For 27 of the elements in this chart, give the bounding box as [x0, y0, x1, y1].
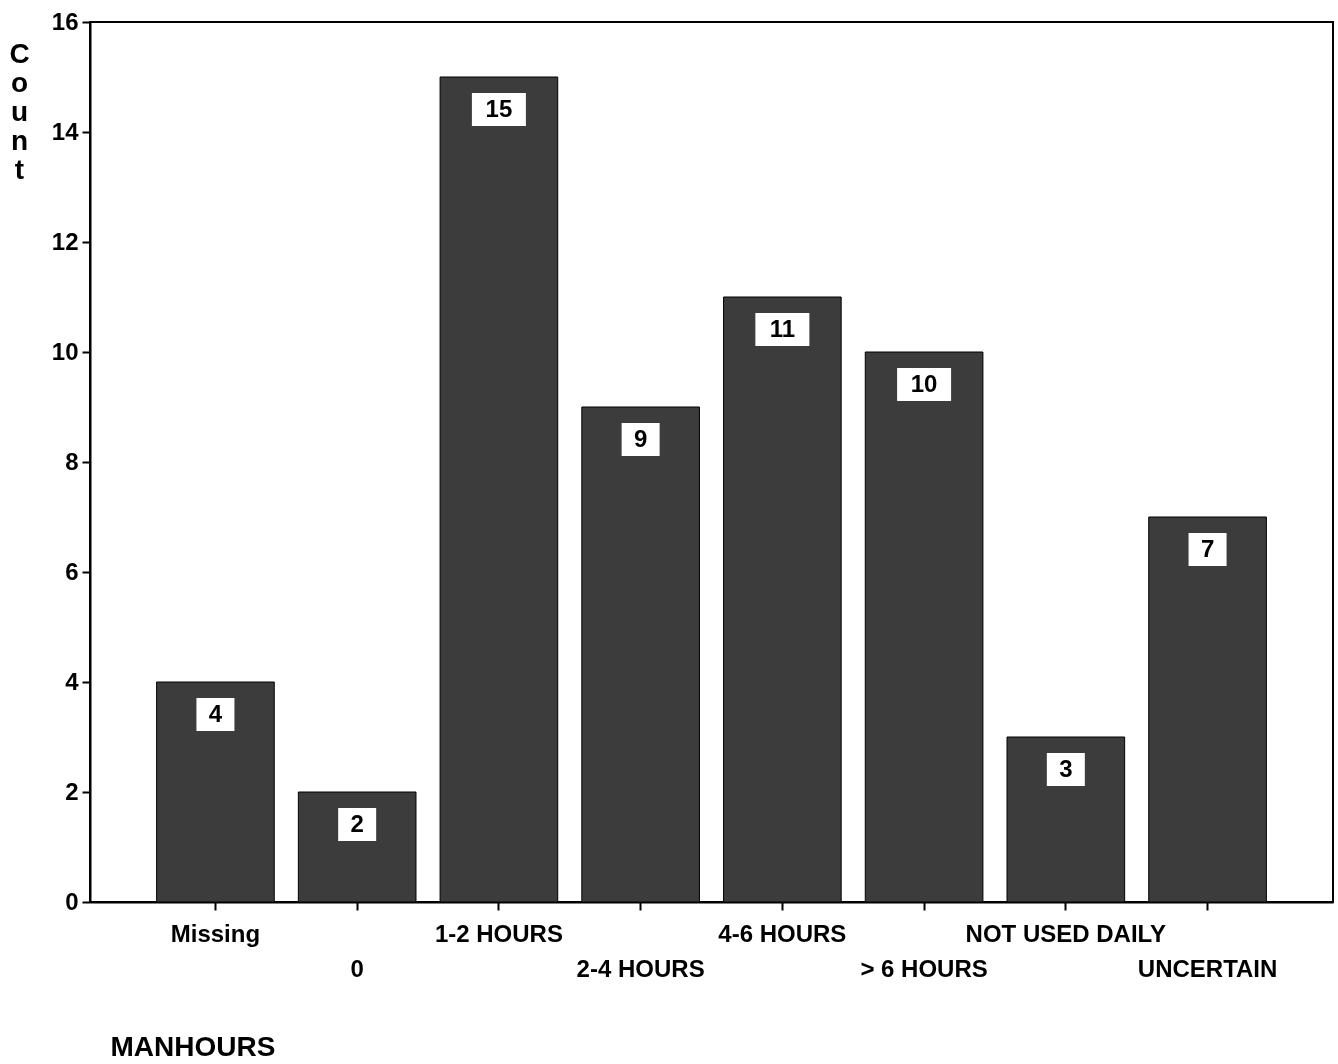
y-tick-label: 12 — [51, 227, 79, 255]
y-tick-label: 6 — [65, 557, 79, 585]
y-tick-label: 10 — [51, 337, 79, 365]
y-tick-label: 16 — [51, 7, 79, 35]
y-tick-label: 8 — [65, 447, 79, 475]
x-tick-label: NOT USED DAILY — [965, 919, 1167, 947]
x-tick-label: 0 — [350, 954, 364, 982]
data-label: 4 — [208, 700, 223, 727]
data-label: 2 — [350, 810, 364, 837]
y-tick-label: 4 — [65, 667, 80, 695]
x-tick-label: 2-4 HOURS — [576, 954, 705, 982]
data-label: 3 — [1059, 755, 1073, 782]
data-label: 7 — [1200, 535, 1215, 562]
x-tick-label: UNCERTAIN — [1137, 954, 1278, 982]
y-tick-label: 2 — [65, 777, 79, 805]
x-tick-label: 1-2 HOURS — [434, 919, 563, 947]
x-tick-label: 4-6 HOURS — [718, 919, 847, 947]
data-label: 15 — [485, 95, 513, 122]
x-tick-label: Missing — [170, 919, 261, 947]
data-label: 11 — [769, 315, 796, 342]
data-label: 10 — [910, 370, 938, 397]
y-tick-label: 0 — [65, 887, 79, 915]
y-axis-title: Count — [9, 37, 30, 185]
x-axis-title: MANHOURS — [110, 1030, 276, 1062]
x-tick-label: > 6 HOURS — [860, 954, 988, 982]
data-label: 9 — [633, 425, 648, 452]
y-tick-label: 14 — [51, 117, 80, 145]
